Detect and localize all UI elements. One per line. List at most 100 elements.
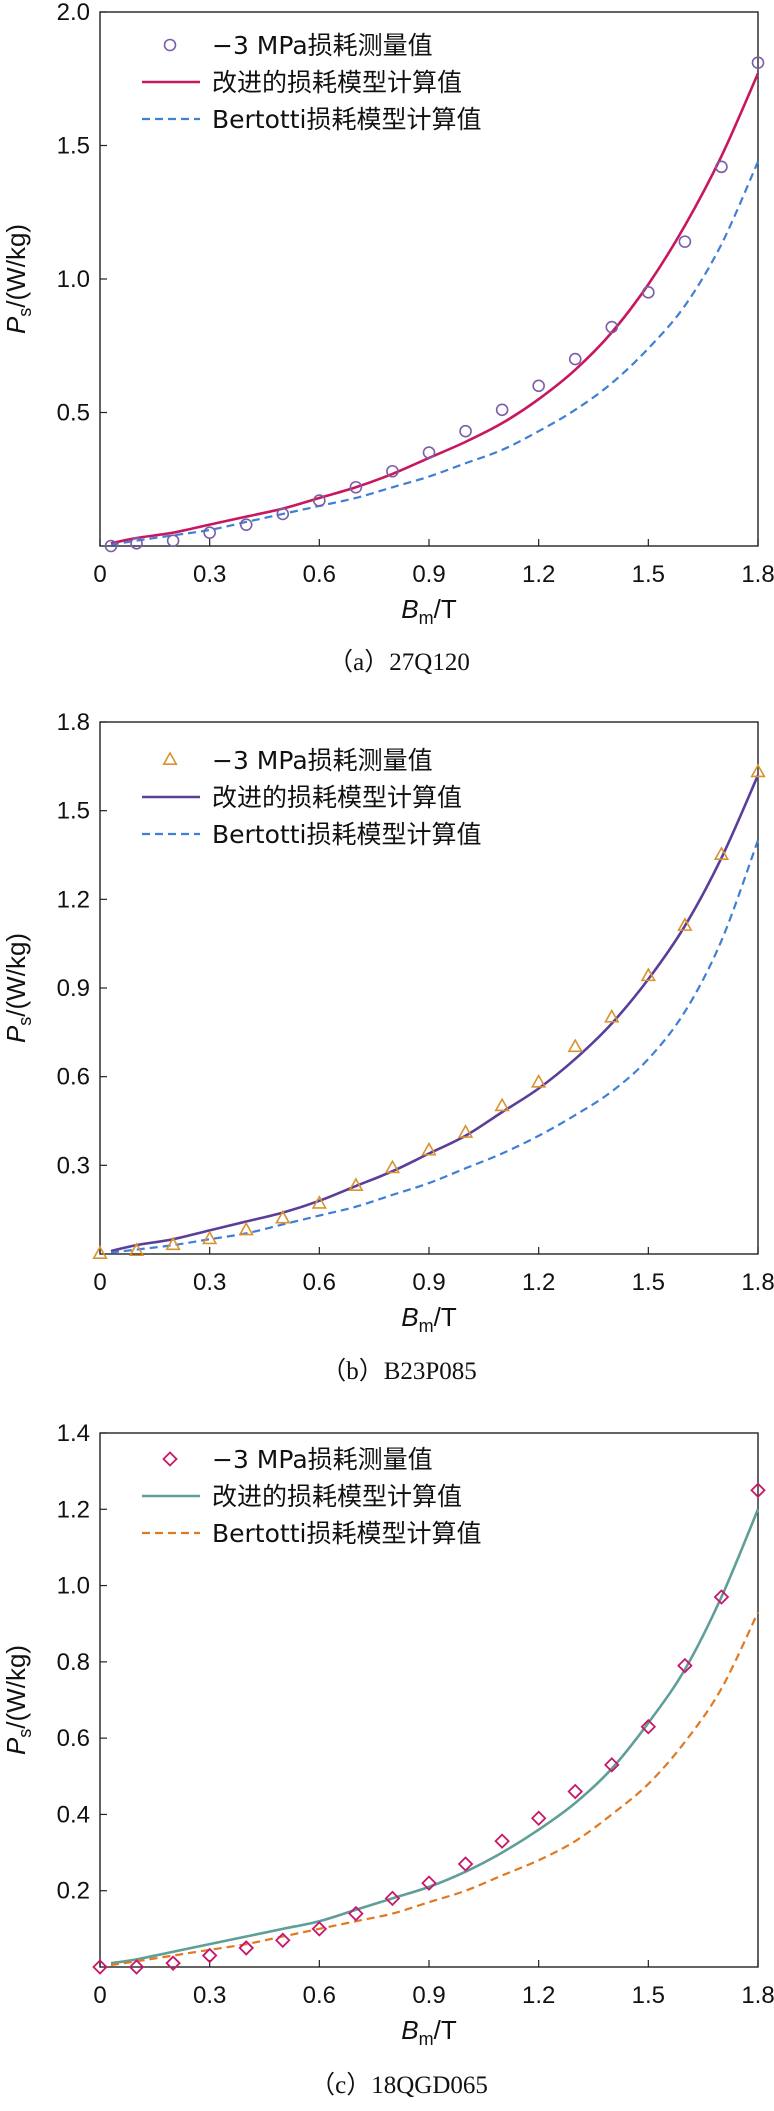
- bertotti-model-line: [110, 839, 760, 1254]
- y-tick-label: 0.6: [57, 1064, 90, 1091]
- legend-marker-measured: [162, 751, 178, 766]
- measured-point: [275, 1209, 291, 1224]
- measured-point: [459, 424, 472, 438]
- measured-point: [313, 494, 326, 507]
- measured-point: [494, 1833, 510, 1849]
- measured-point: [567, 1038, 583, 1053]
- y-tick-label: 2.0: [57, 0, 90, 26]
- bertotti-model-line: [110, 1611, 759, 1967]
- y-tick-label: 1.0: [57, 266, 90, 293]
- measured-point: [713, 1589, 730, 1605]
- measured-point: [238, 1221, 254, 1236]
- legend-label-bertotti: Bertotti损耗模型计算值: [212, 1519, 481, 1548]
- y-tick-label: 0.4: [57, 1801, 90, 1828]
- measured-point: [495, 403, 509, 417]
- measured-point: [457, 1124, 474, 1138]
- x-tick-label: 1.5: [632, 1269, 665, 1296]
- measured-point: [349, 480, 363, 494]
- x-tick-label: 1.8: [741, 1269, 774, 1296]
- x-tick-label: 0.3: [193, 1982, 226, 2009]
- x-tick-label: 0.9: [412, 1982, 445, 2009]
- y-tick-label: 1.2: [57, 1496, 90, 1523]
- measured-point: [678, 235, 692, 248]
- legend-label-measured: −3 MPa损耗测量值: [212, 1445, 433, 1474]
- x-tick-label: 0.3: [193, 1269, 226, 1296]
- measured-point: [203, 526, 216, 539]
- measured-point: [421, 1875, 437, 1891]
- measured-point: [275, 1932, 291, 1949]
- x-tick-label: 0.6: [303, 1269, 336, 1296]
- legend-label-bertotti: Bertotti损耗模型计算值: [212, 820, 481, 849]
- measured-point: [201, 1230, 218, 1245]
- measured-point: [348, 1177, 364, 1192]
- legend-label-improved: 改进的损耗模型计算值: [212, 783, 462, 812]
- measured-point: [530, 1810, 547, 1827]
- x-tick-label: 0.6: [303, 561, 336, 588]
- measured-point: [715, 160, 728, 174]
- y-axis-label: Ps/(W/kg): [1, 224, 35, 334]
- measured-point: [713, 846, 730, 861]
- measured-point: [165, 1236, 181, 1251]
- legend-label-measured: −3 MPa损耗测量值: [212, 31, 433, 60]
- y-tick-label: 1.5: [57, 133, 90, 160]
- measured-point: [642, 286, 655, 299]
- measured-point: [92, 1959, 108, 1975]
- y-tick-label: 0.6: [57, 1725, 90, 1752]
- improved-model-line: [110, 1508, 760, 1965]
- measured-point: [750, 763, 766, 778]
- measured-point: [384, 1159, 401, 1174]
- y-tick-label: 0.9: [57, 975, 90, 1002]
- x-axis-label: Bm/T: [401, 2015, 457, 2049]
- x-axis-label: Bm/T: [401, 594, 457, 628]
- measured-point: [166, 534, 180, 547]
- y-tick-label: 1.5: [57, 798, 90, 825]
- x-tick-label: 0.9: [412, 561, 445, 588]
- measured-point: [640, 1718, 657, 1735]
- y-tick-label: 1.4: [57, 1420, 90, 1447]
- x-tick-label: 1.2: [522, 561, 555, 588]
- measured-point: [640, 967, 657, 982]
- legend-label-measured: −3 MPa损耗测量值: [212, 746, 433, 775]
- measured-point: [421, 1141, 437, 1156]
- measured-point: [677, 1657, 693, 1674]
- y-tick-label: 0.2: [57, 1878, 90, 1905]
- chart-panel-a: 0 0.3 0.6 0.9 1.2 1.5 1.8 0.5 1.0 1.5 2.0 Ps/(W/kg)…: [1, 0, 774, 676]
- measured-point: [239, 518, 253, 531]
- y-tick-label: 1.2: [57, 886, 90, 913]
- measured-point: [567, 1783, 583, 1800]
- measured-point: [128, 1242, 145, 1257]
- legend-label-improved: 改进的损耗模型计算值: [212, 68, 462, 97]
- measured-point: [494, 1097, 510, 1112]
- panel-caption: （c）18QGD065: [310, 2071, 488, 2099]
- measured-point: [422, 446, 436, 459]
- measured-point: [348, 1905, 364, 1922]
- measured-point: [530, 1073, 547, 1088]
- x-tick-label: 0.3: [193, 561, 226, 588]
- chart-panel-b: 0 0.3 0.6 0.9 1.2 1.5 1.8 0.3 0.6 0.9 1.2 1.5 1.8 Ps/…: [1, 709, 774, 1385]
- panel-caption: （b）B23P085: [321, 1357, 477, 1385]
- x-tick-label: 1.2: [522, 1982, 555, 2009]
- y-axis-label: Ps/(W/kg): [1, 933, 35, 1043]
- x-tick-label: 0.6: [303, 1982, 336, 2009]
- x-axis-label: Bm/T: [401, 1302, 457, 1336]
- x-tick-label: 0: [93, 1269, 106, 1296]
- x-tick-label: 1.5: [632, 1982, 665, 2009]
- x-tick-label: 1.8: [741, 1982, 774, 2009]
- measured-point: [130, 537, 143, 550]
- x-tick-label: 1.5: [632, 561, 665, 588]
- bertotti-model-line: [110, 161, 760, 546]
- y-tick-label: 0.8: [57, 1649, 90, 1676]
- panel-caption: （a）27Q120: [328, 648, 470, 676]
- y-tick-label: 1.8: [57, 709, 90, 736]
- legend-label-bertotti: Bertotti损耗模型计算值: [212, 105, 481, 134]
- x-tick-label: 0: [93, 561, 106, 588]
- measured-point: [677, 917, 693, 931]
- measured-point: [568, 352, 582, 366]
- y-tick-label: 1.0: [57, 1573, 90, 1600]
- improved-model-line: [110, 72, 760, 545]
- measured-point: [532, 379, 545, 393]
- measured-point: [751, 56, 765, 70]
- measured-point: [276, 507, 290, 521]
- legend-label-improved: 改进的损耗模型计算值: [212, 1482, 462, 1511]
